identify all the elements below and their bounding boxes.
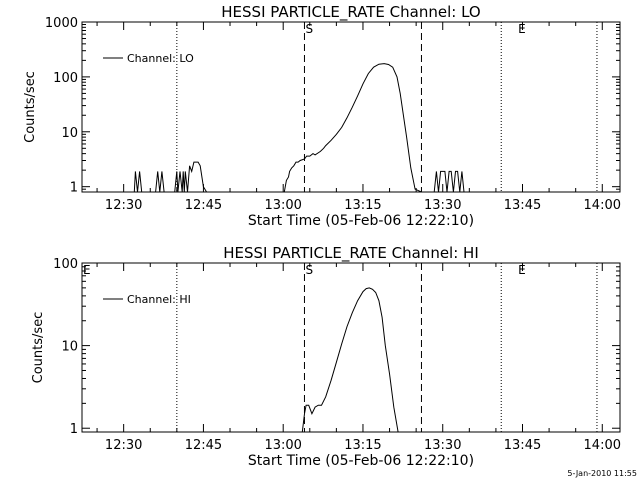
x-axis-label: Start Time (05-Feb-06 12:22:10) <box>248 453 474 469</box>
x-tick-label: 12:30 <box>105 438 142 453</box>
x-tick-label: 14:00 <box>584 198 621 213</box>
x-axis-label: Start Time (05-Feb-06 12:22:10) <box>248 213 474 229</box>
y-tick-label: 10 <box>61 340 78 355</box>
marker-e: E <box>518 22 526 36</box>
y-tick-label: 1 <box>70 181 78 196</box>
x-tick-label: 13:15 <box>344 198 381 213</box>
x-tick-label: 14:00 <box>584 438 621 453</box>
x-tick-label: 13:00 <box>264 198 301 213</box>
chart-title: HESSI PARTICLE_RATE Channel: HI <box>223 244 479 263</box>
y-tick-label: 100 <box>53 257 78 272</box>
x-tick-label: 12:45 <box>185 198 222 213</box>
x-tick-label: 12:30 <box>105 198 142 213</box>
x-tick-label: 13:00 <box>264 438 301 453</box>
series-line <box>82 287 620 433</box>
marker-s: S <box>305 22 313 36</box>
x-tick-label: 12:45 <box>185 438 222 453</box>
plot-frame <box>81 21 621 193</box>
y-tick-label: 1000 <box>45 16 78 31</box>
chart-title: HESSI PARTICLE_RATE Channel: LO <box>221 3 480 22</box>
marker-e: E <box>518 263 526 277</box>
y-tick-label: 10 <box>61 126 78 141</box>
x-tick-label: 13:15 <box>344 438 381 453</box>
y-axis-label: Counts/sec <box>31 312 46 384</box>
plot-frame <box>81 262 621 433</box>
panel-lo: HESSI PARTICLE_RATE Channel: LO Start Tim… <box>23 3 621 229</box>
panel-hi: HESSI PARTICLE_RATE Channel: HI Start Tim… <box>31 244 621 469</box>
y-tick-label: 1 <box>70 422 78 437</box>
marker-e: E <box>83 263 91 277</box>
series-line <box>82 63 620 193</box>
x-tick-label: 13:30 <box>424 198 461 213</box>
x-tick-label: 13:45 <box>504 438 541 453</box>
x-tick-label: 13:45 <box>504 198 541 213</box>
legend-label: Channel: LO <box>127 52 194 65</box>
y-tick-label: 100 <box>53 71 78 86</box>
legend-label: Channel: HI <box>127 293 191 306</box>
marker-s: S <box>305 263 313 277</box>
timestamp: 5-Jan-2010 11:55 <box>567 469 637 478</box>
x-tick-label: 13:30 <box>424 438 461 453</box>
y-axis-label: Counts/sec <box>23 71 38 143</box>
